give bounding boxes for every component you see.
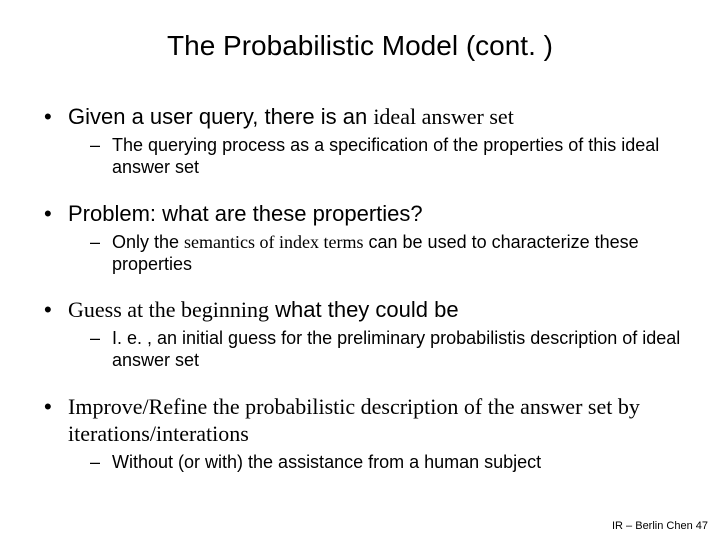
bullet-4-sub-1: Without (or with) the assistance from a … bbox=[68, 452, 690, 474]
bullet-3-sublist: I. e. , an initial guess for the prelimi… bbox=[68, 328, 690, 372]
slide-title: The Probabilistic Model (cont. ) bbox=[30, 30, 690, 62]
bullet-3-sub-1: I. e. , an initial guess for the prelimi… bbox=[68, 328, 690, 372]
bullet-2: Problem: what are these properties? Only… bbox=[30, 201, 690, 276]
bullet-3-text-post: what they could be bbox=[269, 297, 459, 322]
bullet-3-text-alt: Guess at the beginning bbox=[68, 297, 269, 322]
bullet-1-text-pre: Given a user query, there is an bbox=[68, 104, 373, 129]
slide-footer: IR – Berlin Chen 47 bbox=[612, 520, 708, 532]
bullet-2-sub-1: Only the semantics of index terms can be… bbox=[68, 232, 690, 276]
bullet-3: Guess at the beginning what they could b… bbox=[30, 297, 690, 372]
bullet-1-sublist: The querying process as a specification … bbox=[68, 135, 690, 179]
bullet-4-sublist: Without (or with) the assistance from a … bbox=[68, 452, 690, 474]
bullet-2-sub-alt: semantics of index terms bbox=[184, 232, 363, 252]
slide: The Probabilistic Model (cont. ) Given a… bbox=[0, 0, 720, 540]
bullet-list: Given a user query, there is an ideal an… bbox=[30, 104, 690, 474]
bullet-2-sublist: Only the semantics of index terms can be… bbox=[68, 232, 690, 276]
bullet-4: Improve/Refine the probabilistic descrip… bbox=[30, 394, 690, 474]
bullet-2-sub-pre: Only the bbox=[112, 232, 184, 252]
bullet-1-sub-1: The querying process as a specification … bbox=[68, 135, 690, 179]
bullet-2-text: Problem: what are these properties? bbox=[68, 201, 423, 226]
bullet-1: Given a user query, there is an ideal an… bbox=[30, 104, 690, 179]
bullet-4-text-alt: Improve/Refine the probabilistic descrip… bbox=[68, 394, 640, 446]
bullet-1-text-alt: ideal answer set bbox=[373, 104, 514, 129]
